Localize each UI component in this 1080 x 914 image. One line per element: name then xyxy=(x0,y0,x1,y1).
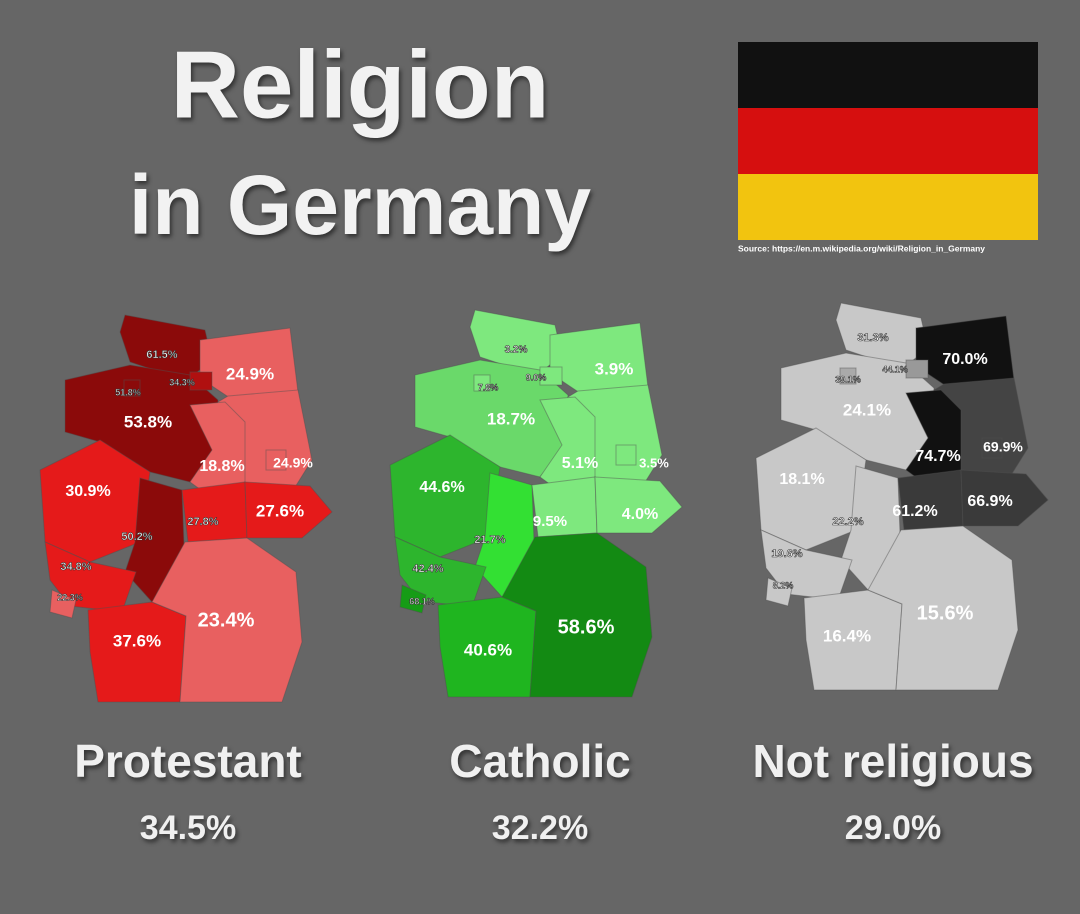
region-label: 3.5% xyxy=(639,455,669,470)
region-label: 51.8% xyxy=(115,387,141,397)
state xyxy=(867,525,1019,691)
region-label: 5.1% xyxy=(562,455,598,472)
state xyxy=(181,481,248,543)
title-line: Religion xyxy=(171,31,550,138)
region-label: 34.3% xyxy=(169,377,195,387)
region-label: 3.9% xyxy=(595,359,634,378)
map xyxy=(39,314,333,703)
state xyxy=(981,437,1003,459)
map xyxy=(389,309,683,698)
state xyxy=(539,366,563,386)
religion-total: 32.2% xyxy=(492,809,588,847)
state xyxy=(87,601,187,703)
title-line: in Germany xyxy=(129,158,591,252)
flag-stripe xyxy=(738,108,1038,174)
maps xyxy=(39,302,1049,703)
state xyxy=(399,584,427,614)
region-label: 37.6% xyxy=(113,631,161,650)
state xyxy=(151,537,303,703)
region-label: 24.9% xyxy=(273,455,313,471)
region-label: 19.6% xyxy=(771,548,802,560)
region-label: 31.3% xyxy=(857,332,888,344)
region-label: 39.1% xyxy=(835,374,861,384)
religion-name: Not religious xyxy=(752,735,1033,787)
flag-stripe xyxy=(738,42,1038,108)
flag-stripe xyxy=(738,174,1038,240)
region-label: 21.7% xyxy=(474,534,505,546)
region-label: 27.6% xyxy=(256,501,304,520)
region-label: 27.8% xyxy=(187,516,218,528)
region-label: 22.2% xyxy=(832,516,863,528)
source: Source: https://en.m.wikipedia.org/wiki/… xyxy=(738,243,985,253)
state xyxy=(473,374,491,392)
region-label: 40.6% xyxy=(464,640,512,659)
state xyxy=(123,379,141,397)
region-label: 61.2% xyxy=(892,503,937,520)
region-label: 30.9% xyxy=(65,483,110,500)
region-label: 18.1% xyxy=(779,471,824,488)
state xyxy=(199,327,299,399)
state xyxy=(765,577,793,607)
region-label: 44.6% xyxy=(419,479,464,496)
region-label: 44.1% xyxy=(882,364,908,374)
state xyxy=(549,322,649,394)
region-label: 3.2% xyxy=(505,345,528,356)
state xyxy=(49,589,77,619)
map xyxy=(755,302,1049,691)
region-label: 18.7% xyxy=(487,409,535,428)
region-label: 16.4% xyxy=(823,626,871,645)
region-label: 22.3% xyxy=(57,592,83,602)
state xyxy=(501,532,653,698)
region-label: 34.8% xyxy=(60,561,91,573)
region-label: 4.0% xyxy=(622,506,658,523)
state xyxy=(960,469,1049,527)
state xyxy=(905,359,929,379)
region-label: 68.1% xyxy=(409,596,435,606)
region-label: 61.5% xyxy=(146,349,177,361)
state xyxy=(897,469,964,531)
region-label: 58.6% xyxy=(558,616,615,638)
region-label: 24.9% xyxy=(226,364,274,383)
region-label: 8.2% xyxy=(773,580,794,590)
region-label: 50.2% xyxy=(121,531,152,543)
religion-total: 34.5% xyxy=(140,809,236,847)
region-label: 15.6% xyxy=(917,602,974,624)
region-label: 9.5% xyxy=(533,513,567,530)
state xyxy=(615,444,637,466)
state xyxy=(189,371,213,391)
region-label: 7.8% xyxy=(478,382,499,392)
religion-name: Catholic xyxy=(449,735,630,787)
region-label: 24.1% xyxy=(843,400,891,419)
region-label: 23.4% xyxy=(198,609,255,631)
religion-total: 29.0% xyxy=(845,809,941,847)
region-label: 9.0% xyxy=(526,372,547,382)
region-label: 53.8% xyxy=(124,412,172,431)
region-label: 66.9% xyxy=(967,493,1012,510)
state xyxy=(244,481,333,539)
state xyxy=(594,476,683,534)
flag xyxy=(738,42,1038,240)
region-label: 74.7% xyxy=(915,448,960,465)
state xyxy=(265,449,287,471)
region-label: 70.0% xyxy=(942,351,987,368)
region-label: 42.4% xyxy=(412,563,443,575)
religion-name: Protestant xyxy=(74,735,301,787)
region-label: 18.8% xyxy=(199,458,244,475)
region-label: 69.9% xyxy=(983,439,1023,455)
state xyxy=(839,367,857,385)
